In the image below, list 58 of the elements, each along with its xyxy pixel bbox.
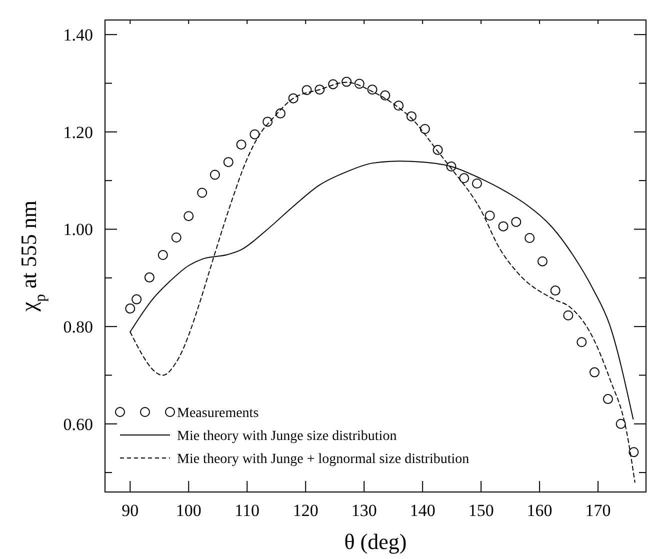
x-tick-label: 100: [176, 501, 202, 520]
point: [171, 232, 182, 243]
y-tick-label: 1.40: [63, 26, 93, 45]
y-tick-label: 0.80: [63, 318, 93, 337]
point: [432, 144, 443, 155]
x-tick-label: 170: [585, 501, 611, 520]
x-tick-label: 160: [526, 501, 552, 520]
point: [342, 76, 352, 87]
y-tick-label: 0.60: [63, 414, 93, 434]
x-tick-label: 90: [122, 501, 139, 520]
y-tick-label: 1.00: [63, 220, 93, 240]
point: [628, 447, 639, 458]
x-tick-label: 150: [468, 501, 494, 520]
point: [354, 78, 364, 89]
point: [537, 256, 548, 266]
point: [328, 79, 338, 90]
point: [511, 216, 522, 227]
point: [197, 188, 208, 198]
point: [590, 367, 600, 378]
point: [144, 272, 154, 282]
y-tick-label: 1.20: [63, 122, 93, 142]
point: [472, 178, 482, 188]
point: [210, 170, 220, 180]
point: [550, 286, 560, 296]
point: [132, 294, 142, 304]
point: [563, 310, 574, 320]
point: [380, 90, 390, 100]
point: [288, 93, 298, 104]
x-tick-label: 130: [351, 501, 377, 520]
point: [616, 418, 626, 429]
point: [262, 116, 273, 127]
point: [236, 140, 246, 150]
point: [275, 108, 286, 118]
point: [484, 210, 495, 221]
point: [406, 111, 416, 122]
legend-label: Measurements: [177, 406, 259, 421]
x-tick-label: 140: [410, 501, 436, 520]
point: [602, 394, 613, 404]
point: [459, 173, 470, 184]
point: [302, 85, 312, 96]
legend-label: Mie theory with Junge size distribution: [177, 429, 397, 444]
x-axis-title: θ (deg): [344, 529, 407, 554]
point: [524, 232, 535, 243]
x-tick-label: 110: [234, 501, 260, 520]
point: [367, 84, 378, 95]
point: [125, 304, 136, 314]
point: [498, 221, 508, 232]
point: [394, 100, 404, 111]
point: [158, 250, 168, 260]
point: [446, 161, 456, 172]
point: [314, 84, 325, 95]
x-tick-label: 120: [292, 501, 318, 520]
point: [250, 129, 260, 140]
point: [223, 157, 234, 168]
point: [420, 124, 430, 134]
point: [576, 337, 587, 348]
point: [184, 211, 194, 222]
legend-label: Mie theory with Junge + lognormal size distribution: [177, 452, 470, 467]
